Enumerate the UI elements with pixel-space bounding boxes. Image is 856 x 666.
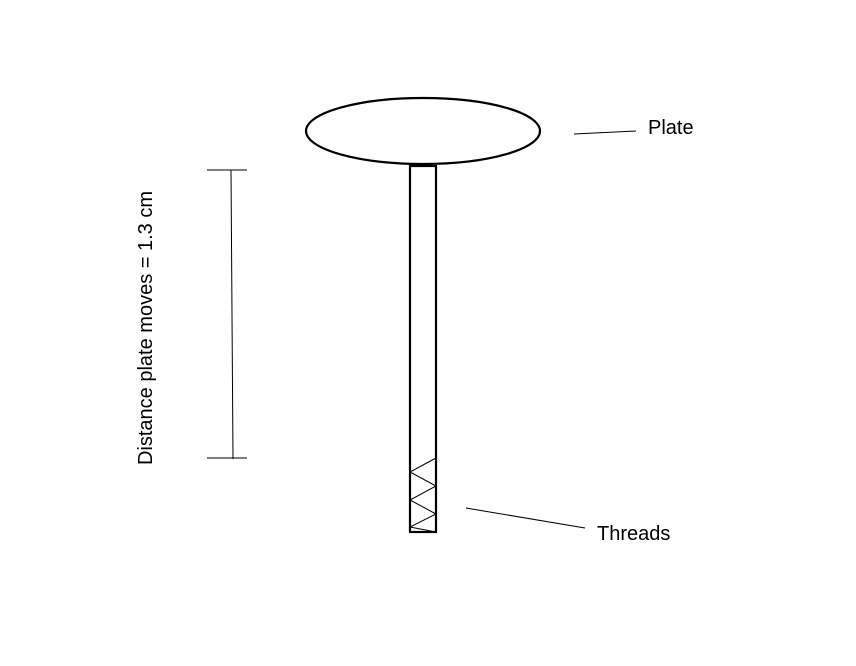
- threads-label: Threads: [597, 523, 671, 545]
- threads-zigzag: [408, 457, 438, 533]
- shaft: [408, 164, 438, 534]
- plate-shape: [304, 96, 542, 166]
- distance-label: Distance plate moves = 1.3 cm: [135, 190, 157, 466]
- plate-leader-line: [573, 130, 637, 135]
- plate-label: Plate: [648, 117, 694, 139]
- distance-dimension-line: [230, 169, 234, 460]
- threads-leader-line: [465, 507, 586, 529]
